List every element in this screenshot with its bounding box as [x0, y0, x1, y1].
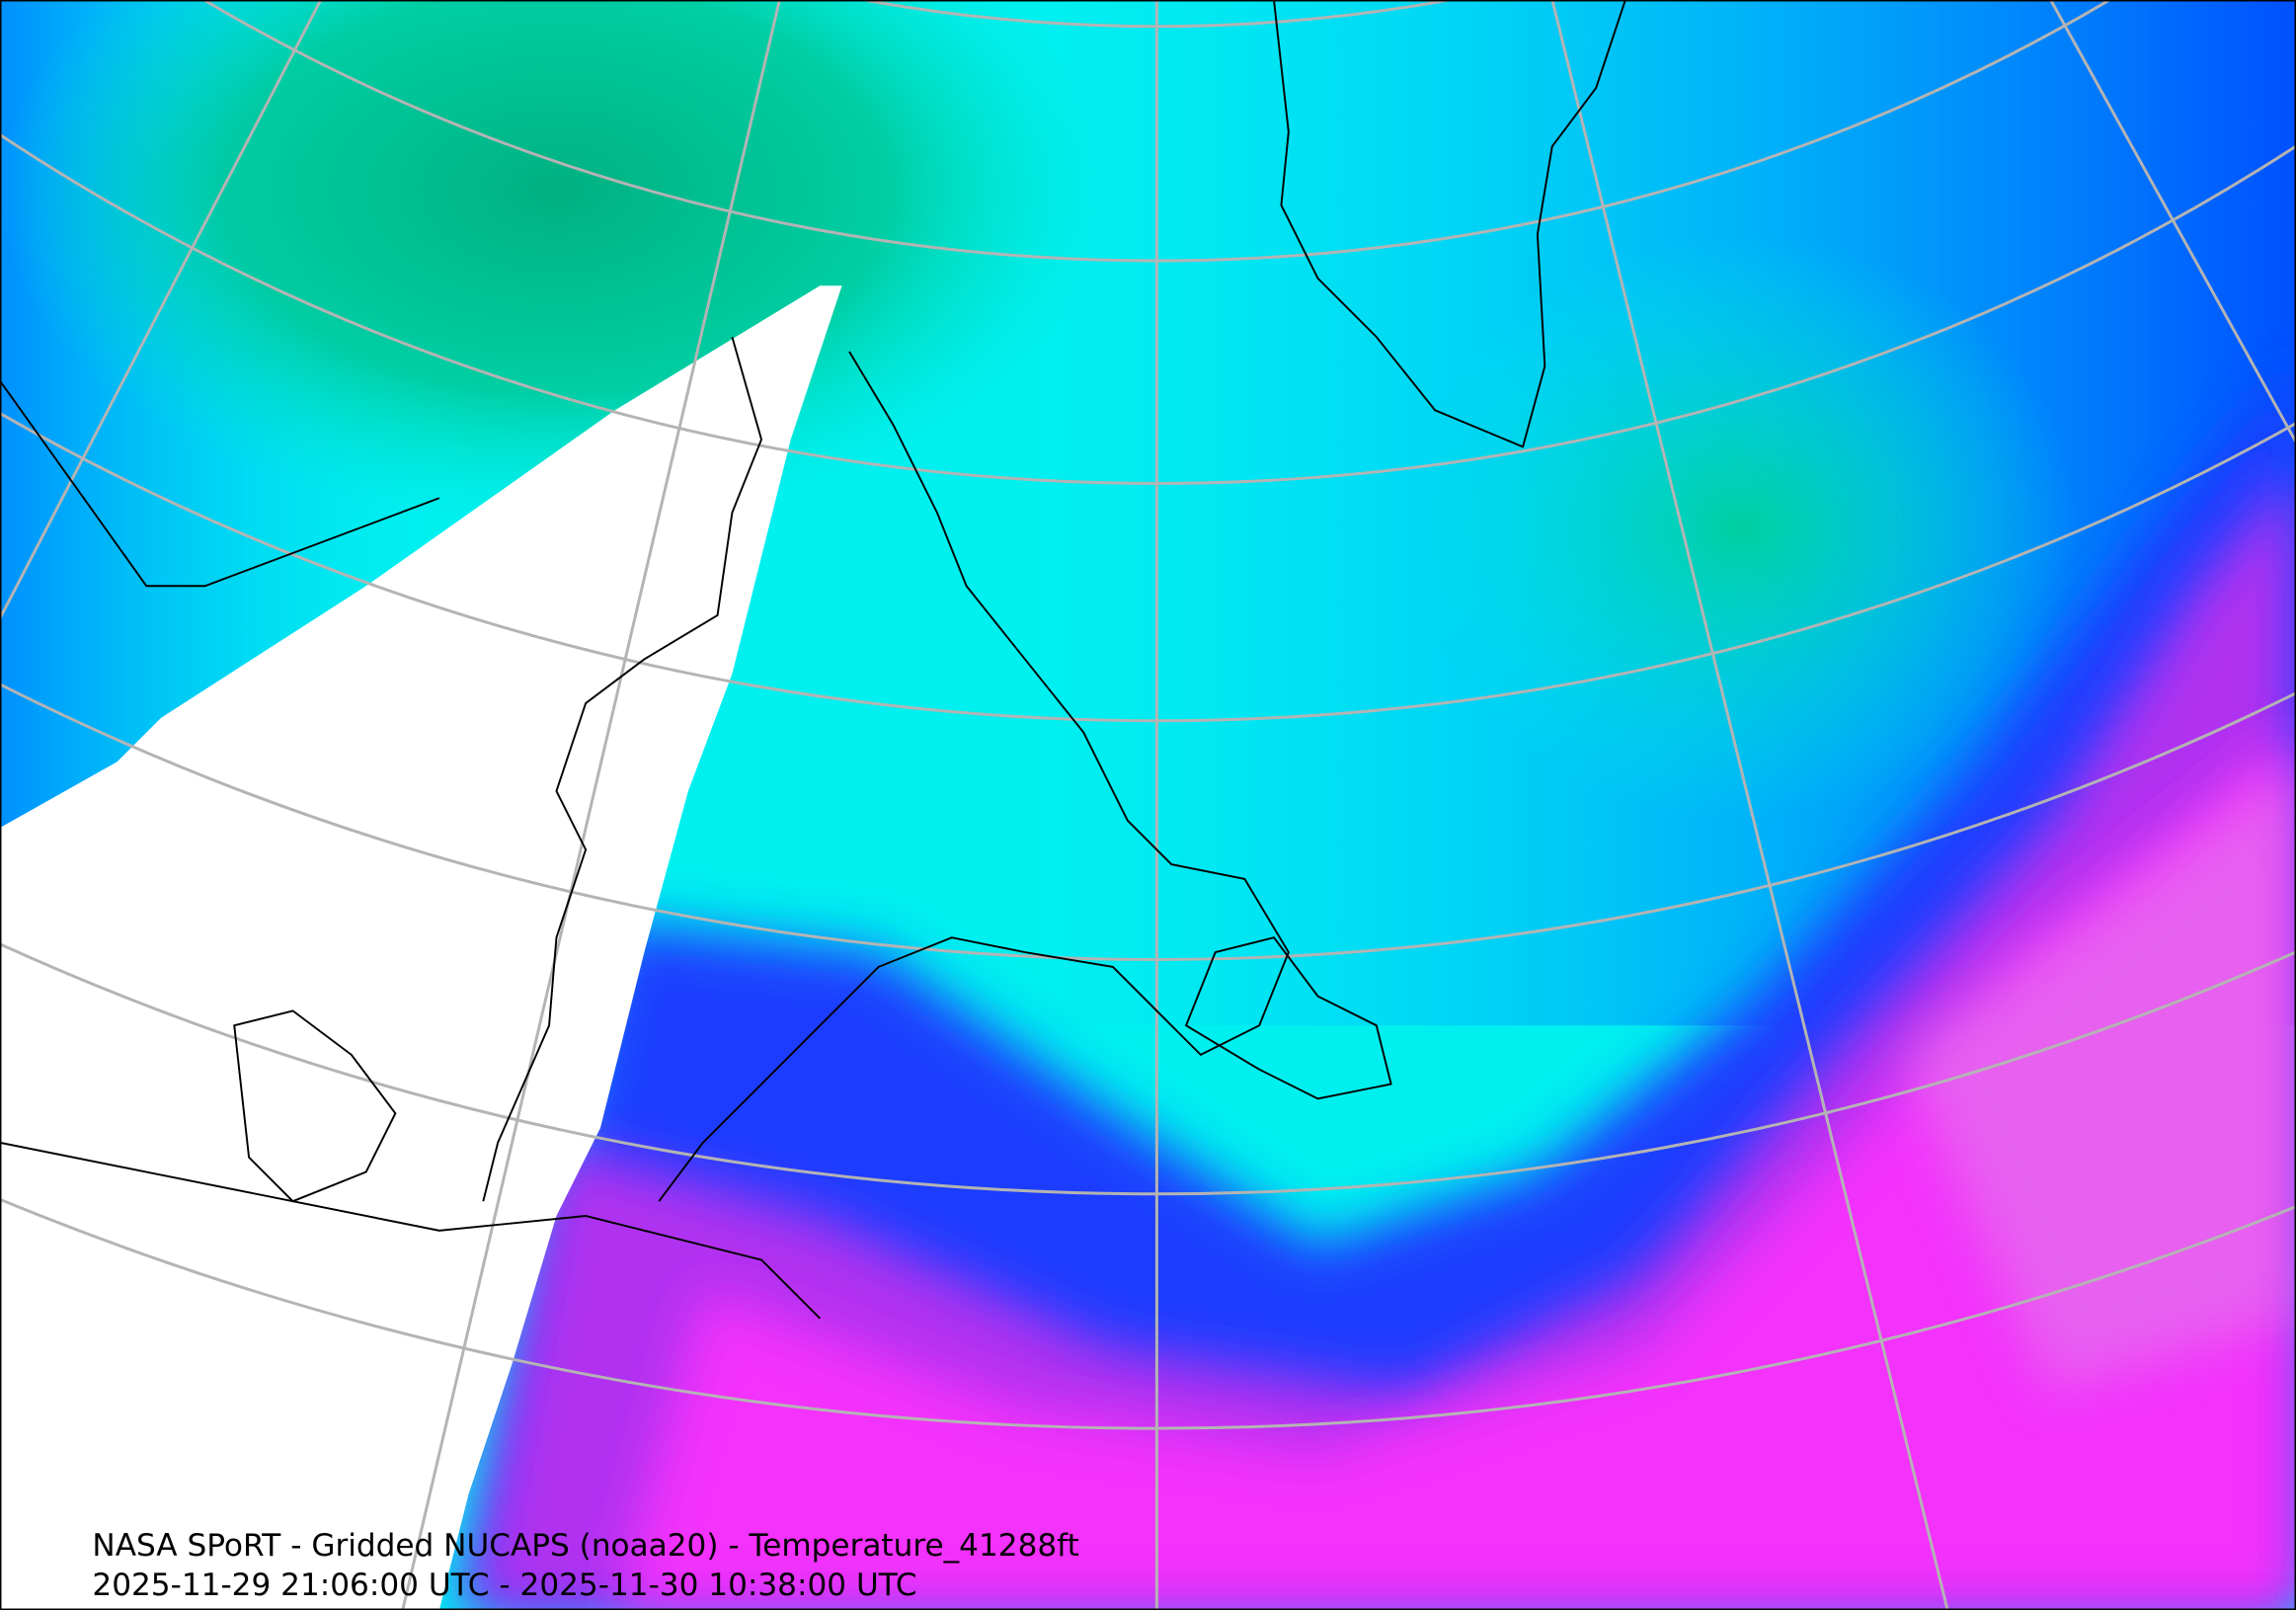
border — [0, 1141, 822, 1320]
field-green-north — [0, 0, 1113, 527]
field-magenta — [614, 732, 2296, 1610]
hudson-coast — [482, 336, 763, 1202]
newfoundland — [1184, 936, 1392, 1100]
boundary — [0, 380, 440, 588]
greenland-coast — [1273, 0, 1626, 448]
coastlines — [0, 0, 1626, 1320]
caption-line: 2025-11-29 21:06:00 UTC - 2025-11-30 10:… — [92, 1568, 916, 1603]
great-lakes — [233, 1009, 397, 1203]
caption-line: NASA SPoRT - Gridded NUCAPS (noaa20) - T… — [92, 1528, 1078, 1564]
labrador-coast — [658, 351, 1290, 1202]
field-pale — [1903, 762, 2296, 1393]
meridian — [1550, 0, 1949, 1610]
field-green-east — [1405, 234, 2080, 821]
no-data — [0, 285, 842, 1610]
